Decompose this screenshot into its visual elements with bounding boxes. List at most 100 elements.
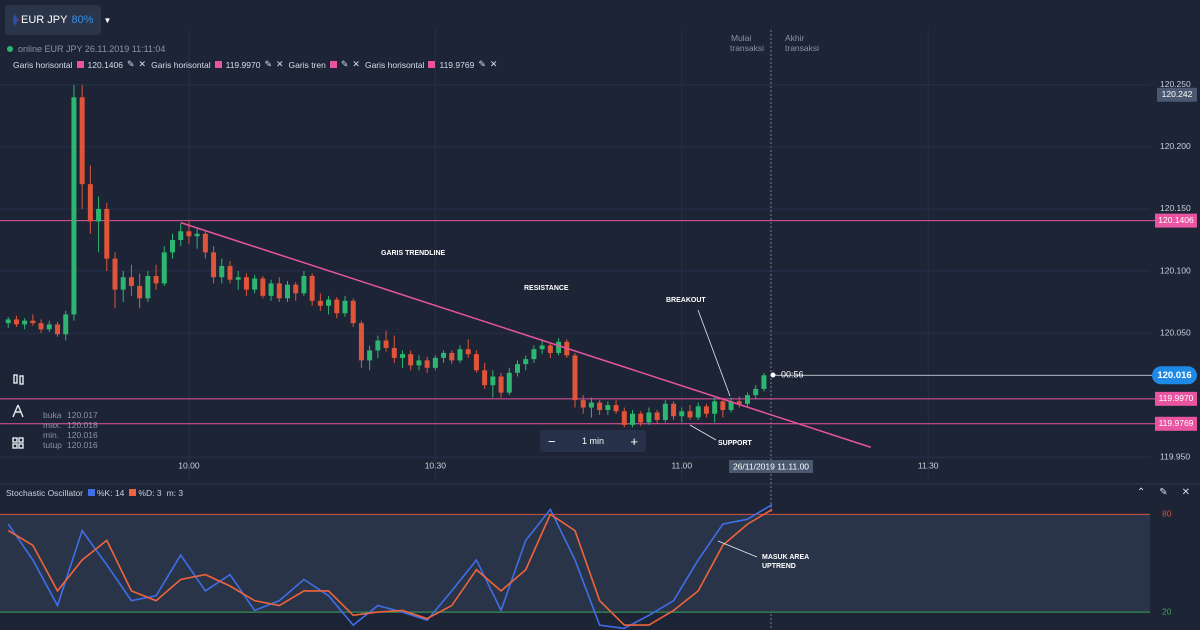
label-line: transaksi (785, 43, 820, 53)
edit-icon[interactable]: ✎ (264, 59, 272, 69)
candle-body (87, 184, 93, 222)
candle-body (712, 401, 718, 414)
online-dot (7, 46, 13, 52)
candle-body (654, 412, 660, 420)
candle-body (391, 347, 397, 358)
candle-body (79, 97, 85, 185)
candle-body (523, 359, 529, 365)
candle-body (490, 376, 496, 386)
edit-icon[interactable]: ✎ (340, 59, 349, 69)
delete-icon[interactable]: ✕ (138, 59, 147, 69)
legend-label: %K: 14 (97, 488, 125, 498)
zoom-out[interactable]: − (548, 433, 556, 449)
y-tick-label: 120.250 (1160, 79, 1191, 89)
y-tick-label: 120.150 (1160, 203, 1191, 213)
symbol: EUR JPY (21, 14, 68, 26)
candle-body (465, 349, 471, 355)
candle-body (671, 403, 677, 417)
countdown-dot (770, 372, 776, 378)
candle-body (342, 300, 348, 314)
candle-body (506, 372, 512, 393)
y-tick-label: 120.200 (1160, 141, 1191, 151)
x-tick-label: 11.00 (671, 460, 692, 470)
candle-body (22, 320, 28, 325)
draw-tool[interactable] (12, 404, 24, 418)
candle-body (695, 406, 701, 418)
marker-tag (1157, 87, 1197, 102)
candle-body (293, 284, 299, 294)
candle-body (630, 413, 635, 425)
drawing-color (76, 61, 84, 68)
collapse[interactable]: ⌃ (1136, 487, 1146, 498)
candle-body (400, 354, 405, 358)
candle-body (679, 411, 685, 417)
ohlc-info: buka 120.017 max. 120.018 min. 120.016 tutup 12… (43, 410, 98, 450)
candle-body (326, 299, 332, 306)
symbol-selector[interactable]: EUR JPY 80% ▼ (5, 5, 111, 35)
edit[interactable]: ✎ (1159, 487, 1168, 498)
y-tick-label: 120.050 (1160, 327, 1191, 337)
candle-body (588, 402, 594, 408)
candle-body (441, 352, 447, 358)
ohlc-row: min. 120.016 (43, 430, 98, 440)
indicator-band (0, 514, 1150, 613)
indicator-tool-4[interactable] (18, 443, 24, 449)
indicator-tool[interactable] (12, 437, 18, 443)
indicator-tool-2[interactable] (18, 437, 24, 443)
status: online EUR JPY 26.11.2019 11:11:04 (18, 44, 166, 54)
candle-body (178, 231, 184, 240)
indicator-tool-3[interactable] (12, 443, 18, 449)
candle-body (285, 284, 290, 299)
label-line: Akhir (785, 33, 805, 43)
status-line: online EUR JPY 26.11.2019 11:11:04 (7, 44, 165, 54)
candle-body (243, 277, 249, 290)
price-tag-label: 119.9769 (1159, 418, 1194, 428)
crosshair-box (729, 460, 813, 473)
candle-body (186, 231, 192, 237)
price-panel: 120.250 120.200 120.150 120.100 120.050 119.9… (0, 29, 1197, 482)
candle-body (638, 413, 644, 423)
drawing-item: Garis horisontal 119.9970 ✎ ✕ (151, 59, 283, 70)
edit-icon[interactable]: ✎ (126, 59, 135, 69)
candle-tool[interactable] (13, 374, 18, 384)
candle-body (367, 350, 373, 361)
x-tick-label: 10.00 (178, 460, 200, 470)
left-toolbar[interactable] (12, 374, 24, 449)
candle-body (112, 258, 118, 290)
timeframe[interactable]: 1 min (581, 436, 604, 446)
legend-swatch (88, 489, 95, 496)
edit-icon[interactable]: ✎ (478, 59, 486, 69)
candle-body (13, 319, 19, 325)
ohlc-row: tutup 120.016 (43, 440, 98, 450)
candle-body (128, 277, 134, 286)
candle-body (539, 345, 545, 350)
trade-start-label: Mulai transaksi (730, 33, 764, 53)
candle-body (334, 299, 340, 314)
flag (13, 15, 19, 25)
candle-body (301, 275, 307, 294)
candle-body (55, 324, 60, 335)
candle-tool-2[interactable] (19, 375, 24, 385)
close[interactable]: ✕ (1181, 487, 1190, 498)
drawing-color (329, 61, 337, 68)
delete-icon[interactable]: ✕ (352, 59, 360, 69)
zoom-in[interactable]: + (630, 433, 638, 449)
delete-icon[interactable]: ✕ (489, 59, 498, 69)
candle-body (309, 275, 315, 301)
candle-body (482, 370, 488, 386)
annotation: SUPPORT (718, 440, 753, 447)
candle-body (457, 349, 463, 361)
payout: 80% (71, 14, 94, 26)
dropdown-arrow: ▼ (103, 15, 112, 25)
candle-body (416, 360, 422, 366)
drawing-item: Garis horisontal 119.9769 ✎ ✕ (365, 59, 497, 70)
y-tick-label: 20 (1162, 606, 1172, 616)
annotation: RESISTANCE (524, 285, 569, 292)
drawing-name: Garis horisontal (13, 59, 73, 70)
delete-icon[interactable]: ✕ (275, 59, 284, 69)
drawing-value: 119.9769 (439, 59, 475, 70)
drawing-value: 119.9970 (225, 59, 261, 70)
drawing-color (214, 61, 222, 68)
candle-body (662, 403, 668, 420)
